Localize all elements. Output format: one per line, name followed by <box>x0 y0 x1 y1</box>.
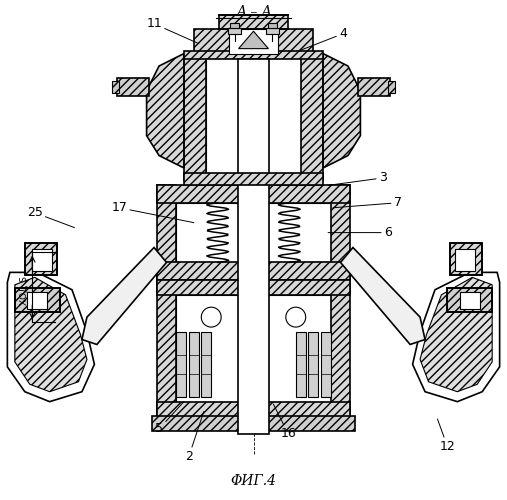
Bar <box>450 242 482 275</box>
Text: ХОД S: ХОД S <box>19 276 28 305</box>
Bar <box>201 332 211 396</box>
Text: 3: 3 <box>328 172 387 185</box>
Bar <box>176 294 331 402</box>
Bar <box>229 28 278 54</box>
Bar <box>157 262 350 280</box>
Polygon shape <box>239 31 268 48</box>
Bar <box>25 242 57 275</box>
Bar <box>194 28 313 54</box>
Bar <box>331 186 350 280</box>
Bar <box>230 24 239 28</box>
Bar <box>358 78 390 96</box>
Bar <box>296 332 306 396</box>
Bar <box>388 81 395 94</box>
Text: 17: 17 <box>112 201 194 222</box>
Polygon shape <box>82 248 166 344</box>
Bar <box>308 332 318 396</box>
Polygon shape <box>8 272 94 402</box>
Bar <box>320 332 331 396</box>
Bar <box>450 242 482 275</box>
Bar <box>27 292 47 308</box>
Text: A – A: A – A <box>236 6 271 20</box>
Bar <box>117 78 149 96</box>
Bar <box>189 332 199 396</box>
Polygon shape <box>323 54 360 168</box>
Bar <box>184 173 323 186</box>
Text: 12: 12 <box>438 419 455 453</box>
Bar <box>176 203 331 262</box>
Bar <box>15 288 60 312</box>
Text: 16: 16 <box>273 404 296 440</box>
Bar <box>157 402 350 416</box>
Bar <box>447 288 492 312</box>
Bar <box>15 288 60 312</box>
Text: 11: 11 <box>146 18 199 44</box>
Polygon shape <box>420 278 492 392</box>
Bar <box>331 280 350 416</box>
Bar <box>460 292 480 308</box>
Circle shape <box>201 307 221 327</box>
Bar <box>301 54 323 180</box>
Bar <box>32 248 52 271</box>
Bar <box>447 288 492 312</box>
Bar <box>206 54 301 180</box>
Bar <box>157 186 350 203</box>
Text: 5: 5 <box>155 402 184 436</box>
Text: 4: 4 <box>298 27 347 51</box>
Bar <box>238 58 269 434</box>
Bar <box>25 242 57 275</box>
Circle shape <box>286 307 306 327</box>
Bar <box>266 28 279 34</box>
Polygon shape <box>15 278 87 392</box>
Bar <box>455 248 475 271</box>
Text: 25: 25 <box>27 206 75 228</box>
Bar <box>184 51 323 59</box>
Bar <box>157 280 176 416</box>
Polygon shape <box>413 272 499 402</box>
Polygon shape <box>341 248 425 344</box>
Bar <box>228 28 241 34</box>
Text: 2: 2 <box>185 412 204 463</box>
Bar <box>112 81 119 94</box>
Bar <box>268 24 277 28</box>
Polygon shape <box>147 54 184 168</box>
Bar <box>157 186 176 280</box>
Text: 7: 7 <box>333 196 402 209</box>
Text: ΦИГ.4: ΦИГ.4 <box>231 474 276 488</box>
Bar <box>176 332 187 396</box>
Text: 6: 6 <box>328 226 392 239</box>
Bar <box>219 15 288 28</box>
Bar <box>152 416 355 432</box>
Bar <box>157 280 350 294</box>
Bar <box>184 54 206 180</box>
